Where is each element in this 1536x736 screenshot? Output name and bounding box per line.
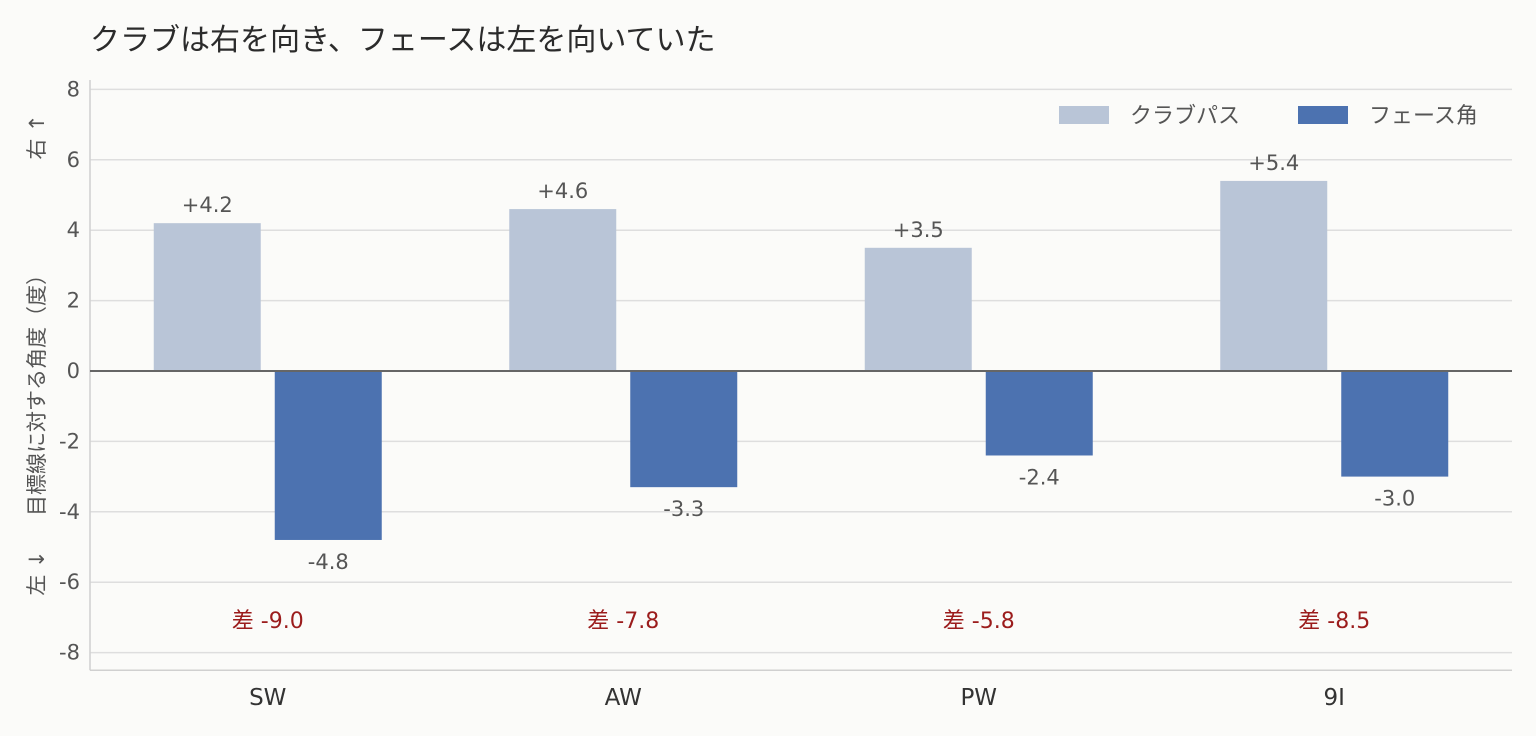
y-tick-label: -6 — [59, 570, 80, 594]
direction-label-left: 左 ↓ — [25, 550, 49, 595]
data-label: -3.0 — [1374, 487, 1415, 511]
data-label: -4.8 — [308, 550, 349, 574]
y-tick-label: 0 — [67, 359, 80, 383]
bar-face-angle — [274, 371, 382, 540]
data-label: -2.4 — [1019, 465, 1060, 489]
difference-label: 差 -7.8 — [587, 609, 659, 634]
x-category-label: PW — [960, 685, 997, 711]
bar-club-path — [1220, 180, 1328, 371]
data-label: +3.5 — [893, 218, 944, 242]
legend-swatch — [1059, 106, 1109, 124]
y-tick-label: 4 — [67, 218, 80, 242]
x-axis-categories: SW AW PW 9I — [249, 685, 1345, 711]
bar-face-angle — [1341, 371, 1449, 477]
y-tick-label: -4 — [59, 500, 80, 524]
bar-face-angle — [630, 371, 738, 488]
legend: クラブパス フェース角 — [1059, 104, 1478, 129]
bar-club-path — [864, 247, 972, 371]
data-label: +4.6 — [537, 179, 588, 203]
y-axis-ticks: 8 6 4 2 0 -2 -4 -6 -8 — [59, 77, 80, 664]
difference-labels: 差 -9.0 差 -7.8 差 -5.8 差 -8.5 — [232, 609, 1370, 634]
bars — [153, 180, 1449, 540]
x-category-label: AW — [605, 685, 642, 711]
legend-label: クラブパス — [1130, 104, 1240, 129]
chart-title: クラブは右を向き、フェースは左を向いていた — [90, 23, 716, 58]
difference-label: 差 -5.8 — [943, 609, 1015, 634]
difference-label: 差 -8.5 — [1298, 609, 1370, 634]
data-label: +5.4 — [1248, 151, 1299, 175]
data-labels: +4.2 -4.8 +4.6 -3.3 +3.5 -2.4 +5.4 -3.0 — [182, 151, 1415, 574]
y-axis-label: 目標線に対する角度（度） — [25, 264, 49, 516]
y-tick-label: -8 — [59, 641, 80, 665]
direction-label-right: 右 ↑ — [25, 114, 49, 159]
y-tick-label: 8 — [67, 77, 80, 101]
y-tick-label: -2 — [59, 429, 80, 453]
y-tick-label: 2 — [67, 289, 80, 313]
legend-label: フェース角 — [1369, 104, 1478, 129]
data-label: +4.2 — [182, 193, 233, 217]
x-category-label: 9I — [1324, 685, 1345, 711]
bar-club-path — [153, 223, 261, 371]
bar-face-angle — [985, 371, 1093, 456]
x-category-label: SW — [249, 685, 286, 711]
y-tick-label: 6 — [67, 148, 80, 172]
bar-club-path — [509, 209, 617, 371]
difference-label: 差 -9.0 — [232, 609, 304, 634]
axes — [89, 80, 1512, 671]
data-label: -3.3 — [663, 497, 704, 521]
legend-swatch — [1298, 106, 1348, 124]
